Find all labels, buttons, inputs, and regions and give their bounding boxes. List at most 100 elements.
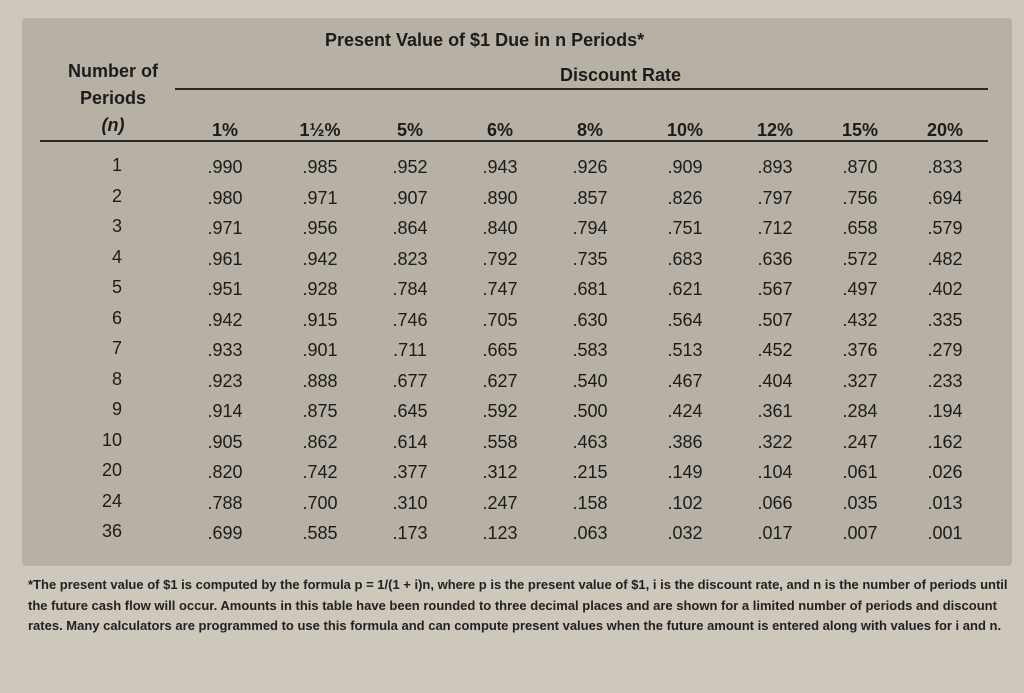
value-cell: .893	[757, 157, 793, 177]
value-cell: .322	[757, 431, 793, 452]
value-cell: .914	[207, 401, 243, 421]
value-cell: .463	[572, 431, 608, 452]
value-cell: .990	[207, 157, 243, 177]
value-cell: .711	[393, 340, 427, 360]
value-cell: .961	[207, 248, 243, 269]
period-cell: 4	[111, 246, 122, 267]
value-cell: .784	[392, 279, 428, 299]
value-cell: .705	[482, 309, 518, 330]
value-cell: .794	[572, 218, 608, 238]
rate-header: 6%	[486, 120, 513, 140]
value-cell: .376	[842, 340, 878, 360]
value-cell: .735	[572, 248, 608, 269]
value-cell: .875	[302, 401, 338, 421]
value-cell: .681	[572, 279, 608, 299]
value-cell: .907	[392, 187, 428, 208]
value-cell: .386	[667, 431, 703, 452]
period-cell: 24	[101, 490, 122, 511]
value-cell: .592	[482, 401, 518, 421]
value-cell: .933	[207, 340, 243, 360]
period-cell: 20	[101, 460, 122, 480]
value-cell: .312	[482, 462, 518, 482]
value-cell: .826	[667, 187, 703, 208]
value-cell: .792	[482, 248, 518, 269]
value-cell: .870	[842, 157, 878, 177]
value-cell: .980	[207, 187, 243, 208]
periods-column-header: Number of Periods (n)	[58, 58, 168, 139]
value-cell: .497	[842, 279, 878, 299]
value-cell: .061	[842, 462, 878, 482]
value-cell: .823	[392, 248, 428, 269]
periods-label-line: (n)	[101, 115, 125, 135]
value-cell: .279	[927, 340, 963, 360]
value-cell: .915	[302, 309, 338, 330]
value-cell: .149	[667, 462, 703, 482]
value-cell: .951	[207, 279, 243, 299]
value-cell: .712	[757, 218, 793, 238]
value-cell: .194	[927, 401, 963, 421]
value-cell: .942	[207, 309, 243, 330]
period-cell: 36	[101, 521, 122, 541]
header-divider	[40, 140, 988, 142]
value-cell: .572	[842, 248, 878, 269]
value-cell: .558	[482, 431, 518, 452]
period-cell: 8	[111, 368, 122, 389]
value-cell: .971	[207, 218, 243, 238]
value-cell: .694	[927, 187, 963, 208]
table-title: Present Value of $1 Due in n Periods*	[325, 30, 645, 50]
rate-header: 12%	[756, 120, 794, 140]
value-cell: .840	[482, 218, 518, 238]
value-cell: .424	[667, 401, 703, 421]
value-cell: .621	[667, 279, 703, 299]
period-cell: 9	[111, 399, 122, 419]
value-cell: .905	[207, 431, 243, 452]
value-cell: .215	[572, 462, 608, 482]
value-cell: .658	[842, 218, 878, 238]
value-cell: .162	[927, 431, 963, 452]
value-cell: .404	[757, 370, 793, 391]
period-cell: 5	[111, 277, 122, 297]
value-cell: .909	[667, 157, 703, 177]
rate-header: 1%	[211, 120, 238, 140]
value-cell: .066	[757, 492, 793, 513]
rate-header: 1½%	[299, 120, 341, 140]
value-cell: .432	[842, 309, 878, 330]
value-cell: .123	[482, 523, 518, 543]
period-cell: 1	[111, 155, 122, 175]
value-cell: .247	[842, 431, 878, 452]
value-cell: .500	[572, 401, 608, 421]
value-cell: .756	[842, 187, 878, 208]
value-cell: .104	[757, 462, 793, 482]
value-cell: .102	[667, 492, 703, 513]
footnote: *The present value of $1 is computed by …	[28, 577, 1008, 633]
value-cell: .985	[302, 157, 338, 177]
value-cell: .926	[572, 157, 608, 177]
value-cell: .751	[667, 218, 703, 238]
value-cell: .567	[757, 279, 793, 299]
value-cell: .247	[482, 492, 518, 513]
value-cell: .327	[842, 370, 878, 391]
value-cell: .665	[482, 340, 518, 360]
value-cell: .677	[392, 370, 428, 391]
value-cell: .942	[302, 248, 338, 269]
value-cell: .788	[207, 492, 243, 513]
value-cell: .377	[392, 462, 428, 482]
value-cell: .683	[667, 248, 703, 269]
value-cell: .833	[927, 157, 963, 177]
value-cell: .742	[302, 462, 338, 482]
value-cell: .402	[927, 279, 963, 299]
rate-header: 8%	[576, 120, 603, 140]
value-cell: .627	[482, 370, 518, 391]
value-cell: .013	[927, 492, 963, 513]
value-cell: .173	[392, 523, 428, 543]
value-cell: .513	[667, 340, 703, 360]
value-cell: .901	[302, 340, 338, 360]
value-cell: .636	[757, 248, 793, 269]
value-cell: .943	[482, 157, 518, 177]
discount-rate-label: Discount Rate	[560, 65, 682, 85]
value-cell: .361	[757, 401, 793, 421]
value-cell: .630	[572, 309, 608, 330]
period-cell: 6	[111, 307, 122, 328]
value-cell: .952	[392, 157, 428, 177]
value-cell: .797	[757, 187, 793, 208]
